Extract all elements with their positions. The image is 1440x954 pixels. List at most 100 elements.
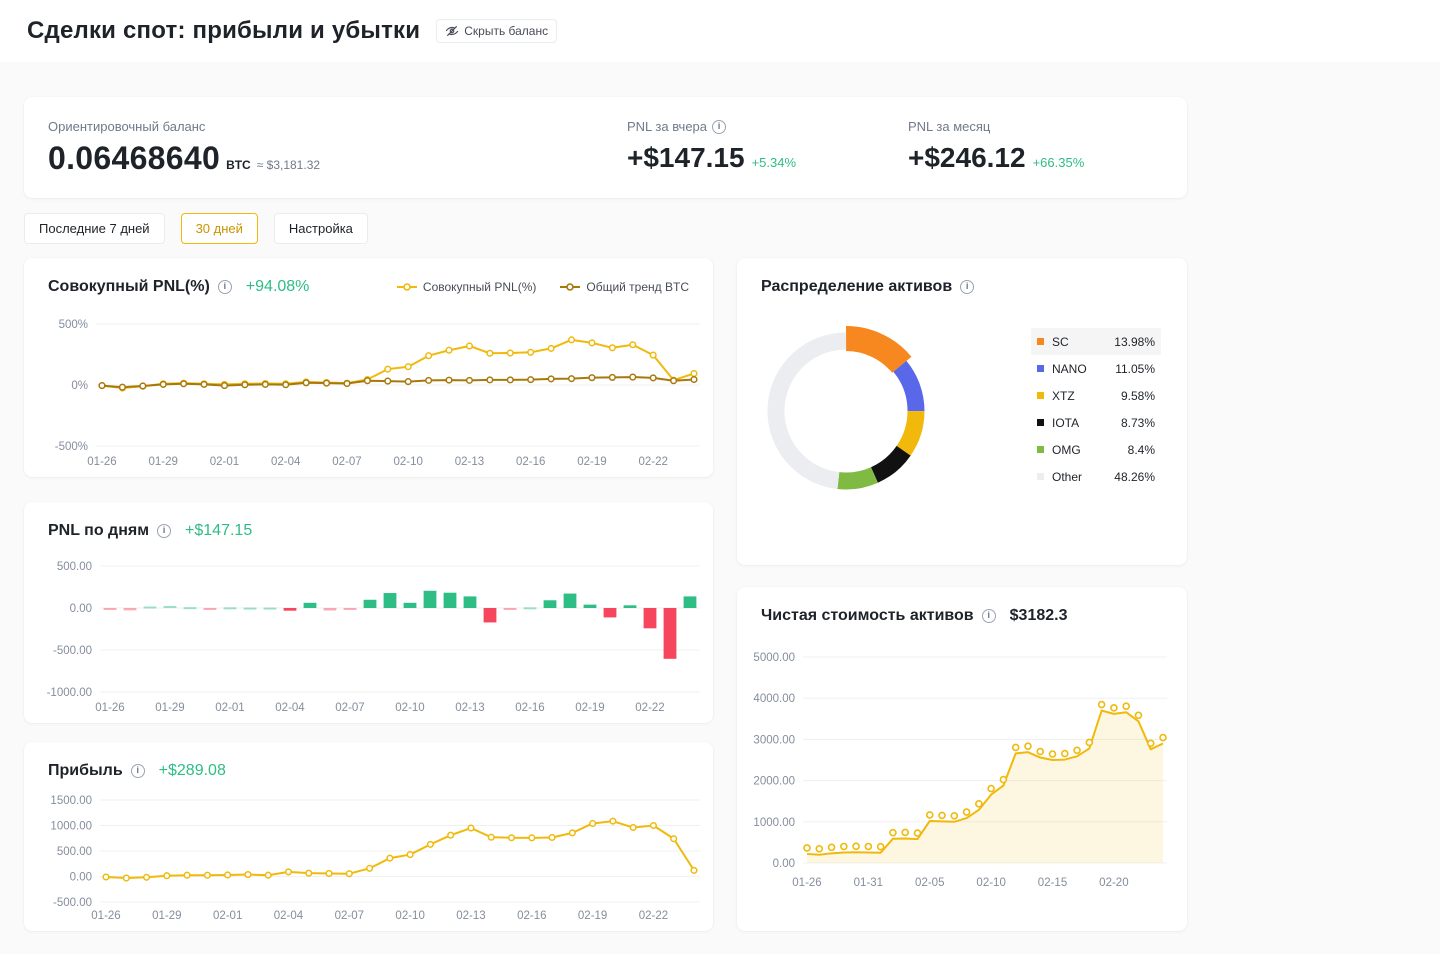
legend-swatch-icon <box>1037 365 1044 372</box>
legend-value: 11.05% <box>1115 361 1155 376</box>
svg-text:02-15: 02-15 <box>1038 877 1067 889</box>
svg-text:01-29: 01-29 <box>149 456 178 468</box>
legend-item-other[interactable]: Other 48.26% <box>1031 463 1161 490</box>
legend-swatch-icon <box>1037 446 1044 453</box>
svg-text:02-16: 02-16 <box>517 910 546 922</box>
svg-text:500.00: 500.00 <box>57 846 92 858</box>
svg-text:0.00: 0.00 <box>70 872 92 884</box>
svg-text:02-10: 02-10 <box>395 910 424 922</box>
svg-text:02-22: 02-22 <box>635 702 664 714</box>
svg-text:02-07: 02-07 <box>335 702 364 714</box>
pnl-month-percent: +66.35% <box>1032 155 1085 170</box>
svg-text:4000.00: 4000.00 <box>753 693 795 705</box>
svg-text:01-31: 01-31 <box>854 877 883 889</box>
svg-text:-500.00: -500.00 <box>53 645 92 657</box>
svg-text:-500.00: -500.00 <box>53 897 92 909</box>
svg-text:02-22: 02-22 <box>638 456 667 468</box>
svg-text:02-13: 02-13 <box>456 910 485 922</box>
svg-text:0.00: 0.00 <box>773 858 795 870</box>
profit-title: Прибыль <box>48 762 123 779</box>
net-worth-card: Чистая стоимость активов i $3182.3 5000.… <box>737 587 1187 931</box>
legend-label: XTZ <box>1052 388 1075 403</box>
svg-text:500.00: 500.00 <box>57 561 92 573</box>
info-icon[interactable]: i <box>712 119 727 134</box>
daily-pnl-headline: +$147.15 <box>185 522 253 539</box>
svg-text:01-29: 01-29 <box>155 702 184 714</box>
svg-text:02-10: 02-10 <box>976 877 1005 889</box>
legend-item-omg[interactable]: OMG 8.4% <box>1031 436 1161 463</box>
svg-text:02-13: 02-13 <box>455 702 484 714</box>
asset-allocation-card: Распределение активов i SC 13.98% NANO 11.0… <box>737 258 1187 565</box>
legend-swatch-icon <box>1037 419 1044 426</box>
topbar: Сделки спот: прибыли и убытки Скрыть бал… <box>0 0 1440 62</box>
legend-item-iota[interactable]: IOTA 8.73% <box>1031 409 1161 436</box>
svg-text:02-04: 02-04 <box>271 456 301 468</box>
svg-text:01-26: 01-26 <box>91 910 120 922</box>
balance-value: 0.06468640 <box>48 140 221 176</box>
svg-text:02-10: 02-10 <box>393 456 422 468</box>
filter-last-7-days[interactable]: Последние 7 дней <box>24 213 165 244</box>
legend-swatch-icon <box>1037 338 1044 345</box>
eye-off-icon <box>445 24 459 38</box>
cumulative-pnl-card: Совокупный PNL(%) i +94.08% Совокупный P… <box>24 258 713 477</box>
info-icon[interactable]: i <box>981 609 996 623</box>
svg-text:02-07: 02-07 <box>335 910 364 922</box>
hide-balance-label: Скрыть баланс <box>464 24 549 38</box>
pnl-yesterday-label: PNL за вчера <box>627 119 708 134</box>
svg-text:02-22: 02-22 <box>639 910 668 922</box>
legend-label: OMG <box>1052 442 1081 457</box>
cumulative-pnl-title: Совокупный PNL(%) <box>48 278 210 295</box>
pnl-month-label: PNL за месяц <box>908 119 991 134</box>
period-filters: Последние 7 дней 30 дней Настройка <box>24 213 368 244</box>
info-icon[interactable]: i <box>217 280 232 294</box>
legend-value: 9.58% <box>1120 388 1155 403</box>
info-icon[interactable]: i <box>157 524 172 538</box>
svg-text:02-04: 02-04 <box>274 910 304 922</box>
line-marker-icon <box>396 283 417 291</box>
cumulative-legend: Совокупный PNL(%) Общий тренд BTC <box>396 280 689 294</box>
net-worth-chart: 5000.00 4000.00 3000.00 2000.00 1000.00 0.00 0… <box>745 641 1179 896</box>
legend-item-nano[interactable]: NANO 11.05% <box>1031 355 1161 382</box>
svg-text:02-04: 02-04 <box>275 702 305 714</box>
svg-text:-1000.00: -1000.00 <box>47 687 92 699</box>
legend-value: 8.73% <box>1120 415 1155 430</box>
page-title: Сделки спот: прибыли и убытки <box>27 17 421 44</box>
legend-item-xtz[interactable]: XTZ 9.58% <box>1031 382 1161 409</box>
legend-value: 48.26% <box>1114 469 1155 484</box>
filter-30-days[interactable]: 30 дней <box>180 213 258 244</box>
daily-pnl-chart: 500.00 0.00 -500.00 -1000.00 01-26 01-29 02-01… <box>36 554 708 721</box>
info-icon[interactable]: i <box>960 280 975 294</box>
daily-pnl-card: PNL по дням i +$147.15 500.00 0.00 -500.00… <box>24 502 713 723</box>
svg-text:02-07: 02-07 <box>332 456 361 468</box>
profit-chart: 1500.00 1000.00 500.00 0.00 -500.00 01-26 01-2… <box>36 792 708 929</box>
svg-text:0.00: 0.00 <box>70 603 92 615</box>
svg-text:02-16: 02-16 <box>515 702 544 714</box>
cumulative-pnl-headline: +94.08% <box>245 278 310 295</box>
legend-cumulative-pnl[interactable]: Совокупный PNL(%) <box>396 280 536 294</box>
balance-summary-card: Ориентировочный баланс 0.06468640 BTC ≈ … <box>24 97 1187 198</box>
svg-text:02-19: 02-19 <box>575 702 604 714</box>
svg-text:0%: 0% <box>71 380 88 392</box>
svg-text:02-13: 02-13 <box>455 456 484 468</box>
hide-balance-button[interactable]: Скрыть баланс <box>436 19 558 43</box>
svg-text:2000.00: 2000.00 <box>753 776 795 788</box>
cumulative-pnl-chart: 500% 0% -500% 01-26 01-29 02-01 02-04 02-07 02-1… <box>36 310 708 475</box>
svg-text:02-01: 02-01 <box>213 910 242 922</box>
svg-text:-500%: -500% <box>55 441 88 453</box>
legend-label: SC <box>1052 334 1069 349</box>
pnl-yesterday-percent: +5.34% <box>751 155 797 170</box>
info-icon[interactable]: i <box>130 764 145 778</box>
asset-allocation-legend: SC 13.98% NANO 11.05% XTZ 9.58% IOTA 8.73% OMG 8.… <box>1031 328 1161 490</box>
svg-text:01-26: 01-26 <box>87 456 116 468</box>
legend-swatch-icon <box>1037 392 1044 399</box>
svg-text:02-10: 02-10 <box>395 702 424 714</box>
svg-text:02-05: 02-05 <box>915 877 944 889</box>
legend-value: 13.98% <box>1114 334 1155 349</box>
legend-label: NANO <box>1052 361 1087 376</box>
legend-item-sc[interactable]: SC 13.98% <box>1031 328 1161 355</box>
asset-allocation-title: Распределение активов <box>761 278 953 295</box>
legend-btc-trend[interactable]: Общий тренд BTC <box>560 280 689 294</box>
pnl-month-block: PNL за месяц +$246.12 +66.35% <box>908 119 1084 174</box>
filter-custom[interactable]: Настройка <box>273 213 368 244</box>
